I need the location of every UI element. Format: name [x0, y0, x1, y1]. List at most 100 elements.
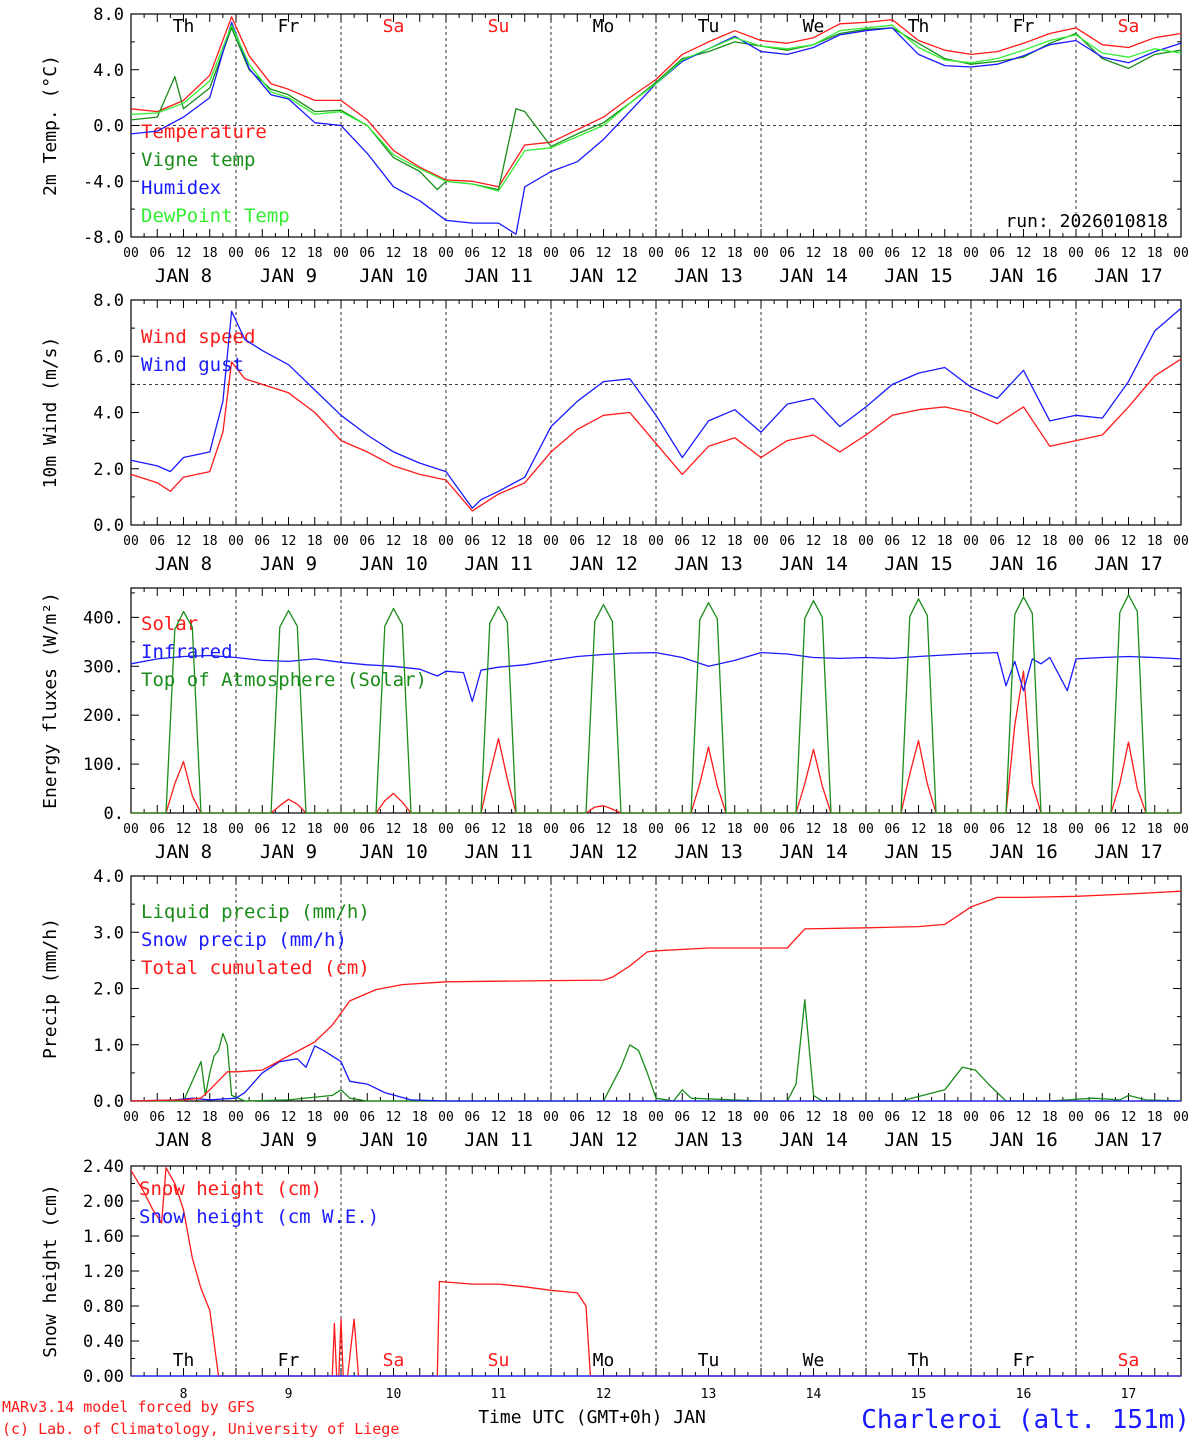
- hour-tick-label: 00: [963, 1110, 979, 1125]
- weekday-label: Th: [908, 1350, 930, 1371]
- series-line-temperature: [130, 16, 1182, 188]
- day-number-label: 9: [285, 1387, 293, 1402]
- weekday-label: Mo: [593, 16, 615, 37]
- chart-panel-1: 8.0 4.0 0.0 -4.0 -8.0 2m Temp. (°C) Temperatur…: [40, 5, 1189, 287]
- hour-tick-label: 00: [648, 1110, 664, 1125]
- hour-tick-label: 18: [202, 822, 218, 837]
- y-tick-label: 6.0: [93, 347, 124, 367]
- y-tick-label: 3.0: [93, 923, 124, 943]
- y-tick-label: 1.60: [83, 1227, 124, 1247]
- y-tick-label: 0.0: [93, 516, 124, 536]
- date-label: JAN 14: [779, 265, 848, 287]
- hour-tick-label: 12: [1016, 534, 1032, 549]
- hour-tick-label: 18: [307, 534, 323, 549]
- hour-tick-label: 18: [832, 1110, 848, 1125]
- hour-tick-label: 18: [412, 822, 428, 837]
- hour-tick-label: 12: [386, 534, 402, 549]
- hour-tick-label: 12: [701, 246, 717, 261]
- legend-entry: Liquid precip (mm/h): [141, 901, 370, 923]
- hour-tick-label: 00: [438, 822, 454, 837]
- hour-tick-label: 00: [333, 534, 349, 549]
- hour-tick-label: 00: [858, 534, 874, 549]
- date-label: JAN 15: [884, 553, 953, 575]
- y-tick-label: 2.00: [83, 1192, 124, 1212]
- y-tick-label: 0.0: [93, 117, 124, 137]
- weekday-label: Fr: [278, 16, 300, 37]
- hour-tick-label: 06: [989, 1110, 1005, 1125]
- hour-tick-label: 06: [989, 246, 1005, 261]
- hour-tick-label: 00: [333, 822, 349, 837]
- hour-tick-label: 18: [622, 822, 638, 837]
- y-axis-label: Precip (mm/h): [40, 918, 61, 1059]
- hour-tick-label: 06: [569, 1110, 585, 1125]
- weekday-label: We: [803, 1350, 825, 1371]
- hour-tick-label: 12: [596, 246, 612, 261]
- hour-tick-label: 18: [1147, 534, 1163, 549]
- y-tick-label: 0.: [104, 804, 124, 824]
- hour-tick-label: 12: [1121, 822, 1137, 837]
- day-number-label: 13: [701, 1387, 717, 1402]
- hour-tick-label: 18: [832, 246, 848, 261]
- copyright: (c) Lab. of Climatology, University of L…: [2, 1420, 399, 1438]
- hour-tick-label: 00: [648, 534, 664, 549]
- model-credit: MARv3.14 model forced by GFS: [2, 1398, 255, 1416]
- y-tick-label: 2.0: [93, 980, 124, 1000]
- hour-tick-label: 06: [359, 1110, 375, 1125]
- hour-tick-label: 00: [858, 822, 874, 837]
- date-label: JAN 13: [674, 265, 743, 287]
- hour-tick-label: 00: [123, 534, 139, 549]
- y-tick-label: 0.00: [83, 1367, 124, 1387]
- hour-tick-label: 18: [937, 246, 953, 261]
- hour-tick-label: 00: [228, 822, 244, 837]
- hour-tick-label: 18: [307, 246, 323, 261]
- hour-tick-label: 06: [779, 246, 795, 261]
- weekday-label: Th: [173, 16, 195, 37]
- hour-tick-label: 18: [937, 822, 953, 837]
- hour-tick-label: 12: [1121, 246, 1137, 261]
- date-label: JAN 13: [674, 1129, 743, 1151]
- hour-tick-label: 12: [911, 822, 927, 837]
- hour-tick-label: 12: [806, 534, 822, 549]
- date-label: JAN 15: [884, 841, 953, 863]
- date-label: JAN 9: [260, 265, 317, 287]
- hour-tick-label: 12: [1016, 1110, 1032, 1125]
- station-name: Charleroi (alt. 151m): [861, 1405, 1190, 1435]
- y-tick-label: 0.80: [83, 1297, 124, 1317]
- hour-tick-label: 06: [884, 1110, 900, 1125]
- hour-tick-label: 12: [386, 246, 402, 261]
- hour-tick-label: 06: [884, 534, 900, 549]
- hour-tick-label: 06: [779, 822, 795, 837]
- day-number-label: 10: [386, 1387, 402, 1402]
- hour-tick-label: 12: [911, 246, 927, 261]
- hour-tick-label: 18: [727, 534, 743, 549]
- date-label: JAN 9: [260, 553, 317, 575]
- hour-tick-label: 12: [281, 822, 297, 837]
- date-label: JAN 11: [464, 553, 533, 575]
- weekday-label: Tu: [698, 16, 720, 37]
- hour-tick-label: 00: [543, 246, 559, 261]
- hour-tick-label: 06: [149, 1110, 165, 1125]
- hour-tick-label: 06: [149, 246, 165, 261]
- y-tick-label: 1.20: [83, 1262, 124, 1282]
- legend-entry: Snow height (cm W.E.): [139, 1206, 379, 1228]
- hour-tick-label: 00: [963, 822, 979, 837]
- y-tick-label: 4.0: [93, 867, 124, 887]
- hour-tick-label: 00: [228, 534, 244, 549]
- weekday-label: Sa: [1118, 1350, 1140, 1371]
- hour-tick-label: 06: [464, 822, 480, 837]
- hour-tick-label: 18: [1042, 1110, 1058, 1125]
- hour-tick-label: 18: [307, 1110, 323, 1125]
- hour-tick-label: 06: [674, 246, 690, 261]
- hour-tick-label: 06: [149, 534, 165, 549]
- date-label: JAN 8: [155, 841, 212, 863]
- series-line-liquid-precip-mm-h: [131, 999, 1182, 1102]
- hour-tick-label: 00: [438, 246, 454, 261]
- hour-tick-label: 18: [622, 534, 638, 549]
- hour-tick-label: 00: [1068, 1110, 1084, 1125]
- hour-tick-label: 00: [438, 534, 454, 549]
- series-line-snow-height-cm: [130, 1167, 1181, 1377]
- chart-panel-3: 400. 300. 200. 100. 0. Energy fluxes (W/m²) So…: [40, 587, 1189, 863]
- y-tick-label: 0.0: [93, 1092, 124, 1112]
- y-tick-label: 100.: [83, 755, 124, 775]
